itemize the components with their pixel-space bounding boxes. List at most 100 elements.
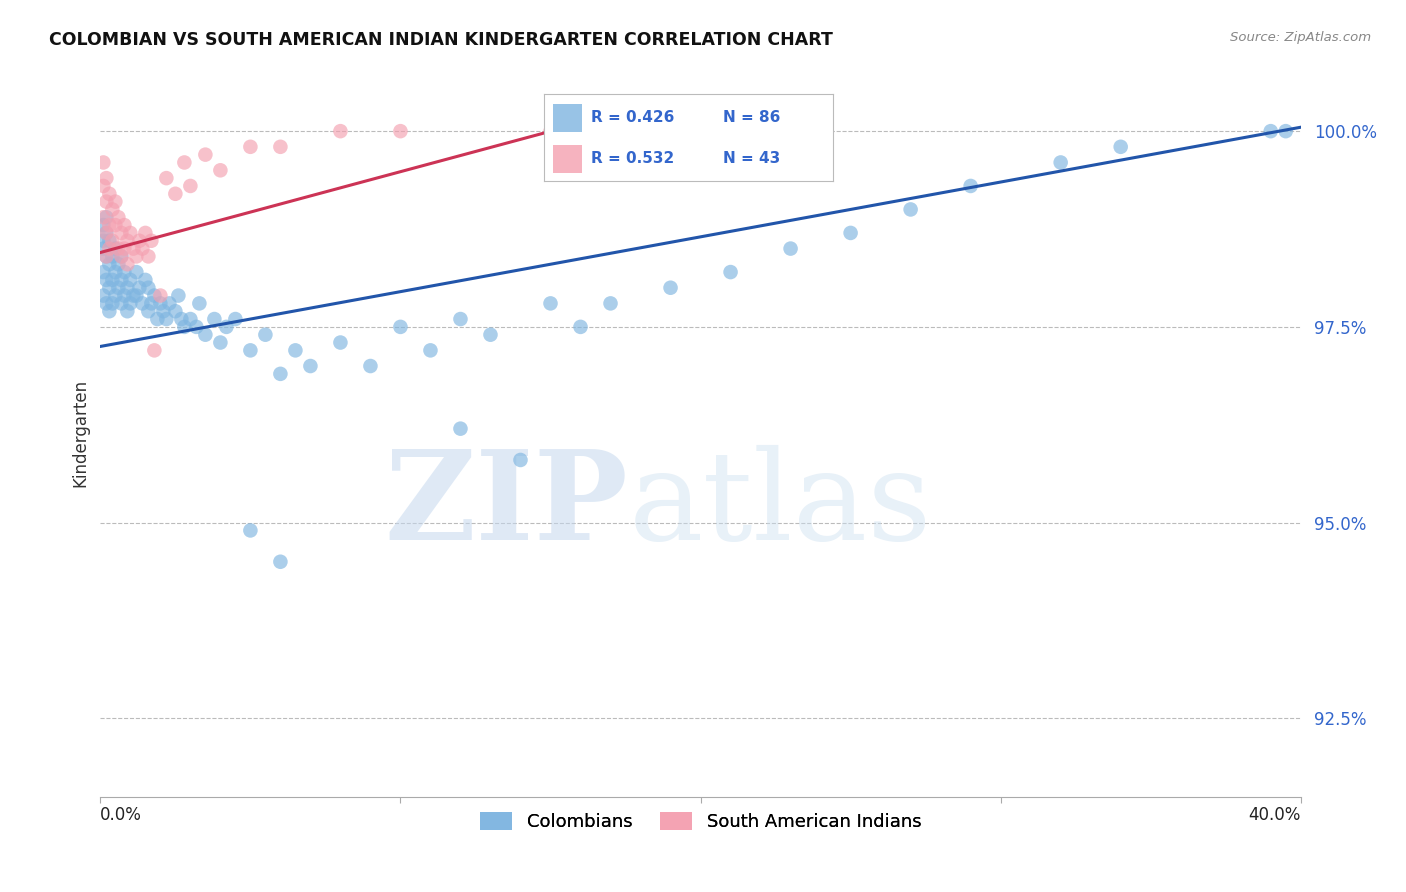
Point bbox=[188, 296, 211, 310]
Point bbox=[1260, 124, 1282, 138]
Text: ZIP: ZIP bbox=[385, 445, 628, 566]
Point bbox=[112, 288, 135, 302]
Point bbox=[209, 163, 232, 178]
Point bbox=[110, 226, 132, 240]
Point bbox=[239, 524, 262, 538]
Point bbox=[96, 171, 118, 186]
Point bbox=[98, 242, 121, 256]
Text: 40.0%: 40.0% bbox=[1249, 806, 1301, 824]
Point bbox=[540, 296, 562, 310]
Point bbox=[101, 234, 124, 248]
Point bbox=[155, 312, 177, 326]
Point bbox=[110, 296, 132, 310]
Point bbox=[389, 124, 412, 138]
Point bbox=[96, 296, 118, 310]
Point bbox=[138, 249, 160, 263]
Point bbox=[110, 249, 132, 263]
Point bbox=[165, 186, 187, 201]
Point bbox=[659, 281, 682, 295]
Point bbox=[509, 453, 531, 467]
Point bbox=[1049, 155, 1071, 169]
Point bbox=[141, 234, 163, 248]
Point bbox=[98, 234, 121, 248]
Point bbox=[128, 281, 150, 295]
Point bbox=[134, 226, 156, 240]
Point bbox=[93, 288, 115, 302]
Point bbox=[239, 343, 262, 358]
Point bbox=[157, 296, 180, 310]
Point bbox=[107, 242, 129, 256]
Point bbox=[93, 218, 115, 232]
Point bbox=[194, 327, 217, 342]
Point bbox=[329, 124, 352, 138]
Point bbox=[138, 281, 160, 295]
Point bbox=[93, 265, 115, 279]
Point bbox=[93, 178, 115, 193]
Point bbox=[149, 296, 172, 310]
Point bbox=[117, 304, 139, 318]
Text: Source: ZipAtlas.com: Source: ZipAtlas.com bbox=[1230, 31, 1371, 45]
Point bbox=[165, 304, 187, 318]
Point bbox=[779, 242, 801, 256]
Point bbox=[284, 343, 307, 358]
Point bbox=[96, 226, 118, 240]
Point bbox=[107, 281, 129, 295]
Point bbox=[110, 249, 132, 263]
Point bbox=[329, 335, 352, 350]
Point bbox=[131, 242, 153, 256]
Point bbox=[96, 249, 118, 263]
Point bbox=[179, 178, 201, 193]
Point bbox=[117, 234, 139, 248]
Point bbox=[96, 249, 118, 263]
Point bbox=[540, 124, 562, 138]
Point bbox=[269, 367, 291, 381]
Point bbox=[117, 281, 139, 295]
Point bbox=[269, 555, 291, 569]
Point bbox=[96, 194, 118, 209]
Point bbox=[179, 312, 201, 326]
Point bbox=[167, 288, 190, 302]
Point bbox=[359, 359, 381, 373]
Point bbox=[215, 319, 238, 334]
Point bbox=[120, 273, 142, 287]
Point bbox=[131, 296, 153, 310]
Point bbox=[143, 343, 166, 358]
Point bbox=[98, 257, 121, 271]
Point bbox=[96, 273, 118, 287]
Point bbox=[138, 304, 160, 318]
Y-axis label: Kindergarten: Kindergarten bbox=[72, 378, 89, 487]
Point bbox=[120, 296, 142, 310]
Point bbox=[959, 178, 981, 193]
Point bbox=[1109, 140, 1132, 154]
Point bbox=[299, 359, 322, 373]
Point bbox=[254, 327, 277, 342]
Point bbox=[173, 319, 195, 334]
Point bbox=[98, 304, 121, 318]
Point bbox=[146, 312, 169, 326]
Point bbox=[117, 257, 139, 271]
Point bbox=[143, 288, 166, 302]
Point bbox=[186, 319, 208, 334]
Point bbox=[450, 422, 472, 436]
Point bbox=[269, 140, 291, 154]
Point bbox=[170, 312, 193, 326]
Point bbox=[599, 296, 621, 310]
Point bbox=[450, 312, 472, 326]
Point bbox=[104, 194, 127, 209]
Point bbox=[209, 335, 232, 350]
Point bbox=[120, 226, 142, 240]
Point bbox=[93, 234, 115, 248]
Point bbox=[128, 234, 150, 248]
Point bbox=[107, 211, 129, 225]
Point bbox=[93, 155, 115, 169]
Point bbox=[900, 202, 922, 217]
Point bbox=[110, 273, 132, 287]
Text: 0.0%: 0.0% bbox=[100, 806, 142, 824]
Point bbox=[101, 249, 124, 263]
Point bbox=[101, 296, 124, 310]
Point bbox=[389, 319, 412, 334]
Point bbox=[152, 304, 174, 318]
Point bbox=[98, 218, 121, 232]
Point bbox=[112, 218, 135, 232]
Point bbox=[104, 218, 127, 232]
